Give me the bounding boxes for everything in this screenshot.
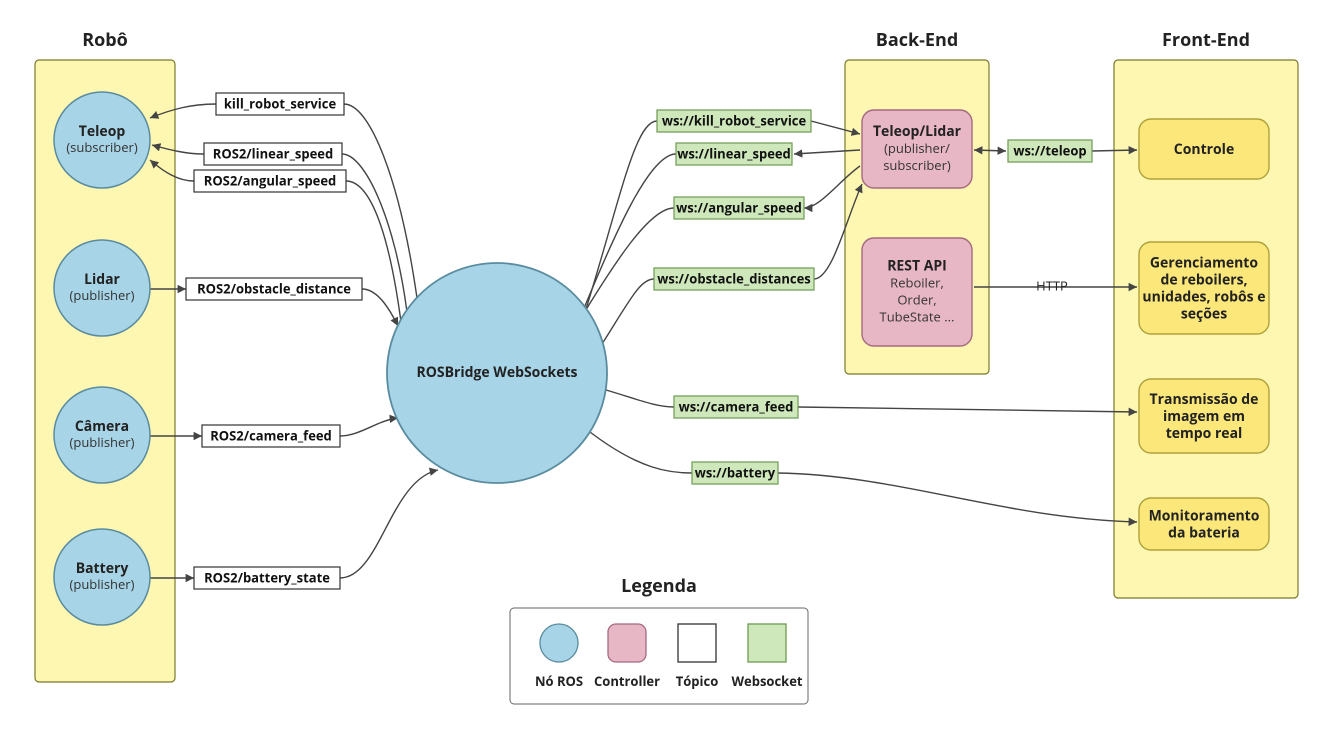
ws_boxes-w_bat: ws://battery xyxy=(692,462,778,484)
controller-teleop_lidar: Teleop/Lidar(publisher/subscriber) xyxy=(862,110,972,188)
edge-t_obs_to_rb xyxy=(362,289,398,326)
legend-swatch-3 xyxy=(748,624,786,662)
ws_boxes-w_cam-label: ws://camera_feed xyxy=(679,397,794,415)
topic_boxes-t_bat: ROS2/battery_state xyxy=(194,567,340,589)
legend-title: Legenda xyxy=(621,574,697,598)
edge-w_cam_to_front xyxy=(798,407,1137,412)
rosbridge-title: ROSBridge WebSockets xyxy=(416,363,577,382)
group-frontend-title: Front-End xyxy=(1162,28,1250,52)
topic_boxes-t_lin-label: ROS2/linear_speed xyxy=(213,144,333,162)
frontend-box-mgmt: Gerenciamentode reboilers,unidades, robô… xyxy=(1139,242,1269,334)
edge-rb_to_w_cam xyxy=(606,390,674,407)
rosbridge-node: ROSBridge WebSockets xyxy=(387,263,607,483)
controller-rest_api-line-3: TubeState ... xyxy=(880,308,955,326)
group-robo-title: Robô xyxy=(82,28,128,52)
frontend-box-bat_mon: Monitoramentoda bateria xyxy=(1139,498,1269,550)
ws_boxes-w_teleop-label: ws://teleop xyxy=(1013,141,1086,159)
legend-swatch-2 xyxy=(678,624,716,662)
ros-node-lidar-sub: (publisher) xyxy=(70,286,135,304)
topic_boxes-t_lin: ROS2/linear_speed xyxy=(204,143,342,165)
legend: Legenda Nó ROS Controller Tópico Websocket xyxy=(510,574,808,704)
topic_boxes-t_obs-label: ROS2/obstacle_distance xyxy=(197,279,351,297)
ws_boxes-w_obs-label: ws://obstacle_distances xyxy=(657,269,810,287)
ros-node-camera: Câmera(publisher) xyxy=(54,387,150,483)
topic_boxes-t_kill-label: kill_robot_service xyxy=(224,94,337,112)
topic_boxes-t_cam: ROS2/camera_feed xyxy=(202,425,340,447)
edge-w_bat_to_front xyxy=(778,473,1137,522)
ws_boxes-w_ang-label: ws://angular_speed xyxy=(676,198,802,216)
legend-label-2: Tópico xyxy=(676,672,719,690)
ros-node-camera-sub: (publisher) xyxy=(70,433,135,451)
ros-node-battery: Battery(publisher) xyxy=(54,529,150,625)
edge-t_cam_to_rb xyxy=(340,418,398,436)
ws_boxes-w_obs: ws://obstacle_distances xyxy=(654,268,814,290)
topic_boxes-t_obs: ROS2/obstacle_distance xyxy=(186,278,362,300)
frontend-box-video-line-2: tempo real xyxy=(1166,424,1243,443)
ws_boxes-w_cam: ws://camera_feed xyxy=(674,396,798,418)
ws_boxes-w_kill: ws://kill_robot_service xyxy=(657,110,811,132)
frontend-box-bat_mon-line-1: da bateria xyxy=(1168,524,1240,543)
ros-node-teleop-sub: (subscriber) xyxy=(66,138,138,156)
ws_boxes-w_bat-label: ws://battery xyxy=(695,463,776,481)
edge-rb_to_t_kill xyxy=(344,104,417,298)
edge-rb_to_t_ang xyxy=(346,181,401,322)
ws_boxes-w_kill-label: ws://kill_robot_service xyxy=(662,111,807,129)
controller-rest_api-line-1: Reboiler, xyxy=(890,274,944,292)
legend-swatch-1 xyxy=(608,624,646,662)
controller-rest_api: REST APIReboiler,Order,TubeState ... xyxy=(862,238,972,346)
controller-teleop_lidar-line-1: (publisher/ xyxy=(884,139,950,157)
frontend-box-controle: Controle xyxy=(1139,119,1269,179)
frontend-box-mgmt-line-3: seções xyxy=(1181,305,1227,324)
frontend-box-video: Transmissão deimagem emtempo real xyxy=(1139,379,1269,453)
ws_boxes-w_ang: ws://angular_speed xyxy=(674,197,804,219)
legend-label-3: Websocket xyxy=(731,672,802,690)
topic_boxes-t_ang: ROS2/angular_speed xyxy=(194,170,346,192)
frontend-box-controle-line-0: Controle xyxy=(1174,140,1234,159)
edge-t_bat_to_rb xyxy=(340,470,438,578)
edge-w_lin_to_rb xyxy=(580,154,676,318)
edge-plain-label-http_lbl: HTTP xyxy=(1036,276,1068,294)
edge-rb_to_w_obs_a xyxy=(602,279,654,344)
edge-be_to_w_tel_r xyxy=(974,150,1006,151)
ros-node-teleop: Teleop(subscriber) xyxy=(54,92,150,188)
topic_boxes-t_kill: kill_robot_service xyxy=(216,93,344,115)
ws_boxes-w_teleop: ws://teleop xyxy=(1008,140,1092,162)
edge-rb_to_w_bat xyxy=(590,432,692,473)
edge-w_tel_to_front xyxy=(1092,150,1137,151)
group-backend-title: Back-End xyxy=(876,28,958,52)
legend-label-0: Nó ROS xyxy=(535,672,583,690)
ros-node-lidar: Lidar(publisher) xyxy=(54,240,150,336)
ws_boxes-w_lin: ws://linear_speed xyxy=(676,143,792,165)
ws_boxes-w_lin-label: ws://linear_speed xyxy=(677,144,791,162)
ros-node-battery-sub: (publisher) xyxy=(70,575,135,593)
topic_boxes-t_ang-label: ROS2/angular_speed xyxy=(204,171,337,189)
controller-rest_api-line-2: Order, xyxy=(897,291,936,309)
topic_boxes-t_cam-label: ROS2/camera_feed xyxy=(210,426,332,444)
topic_boxes-t_bat-label: ROS2/battery_state xyxy=(204,568,330,586)
legend-swatch-0 xyxy=(540,624,578,662)
controller-teleop_lidar-line-2: subscriber) xyxy=(883,156,951,174)
legend-label-1: Controller xyxy=(594,672,660,690)
